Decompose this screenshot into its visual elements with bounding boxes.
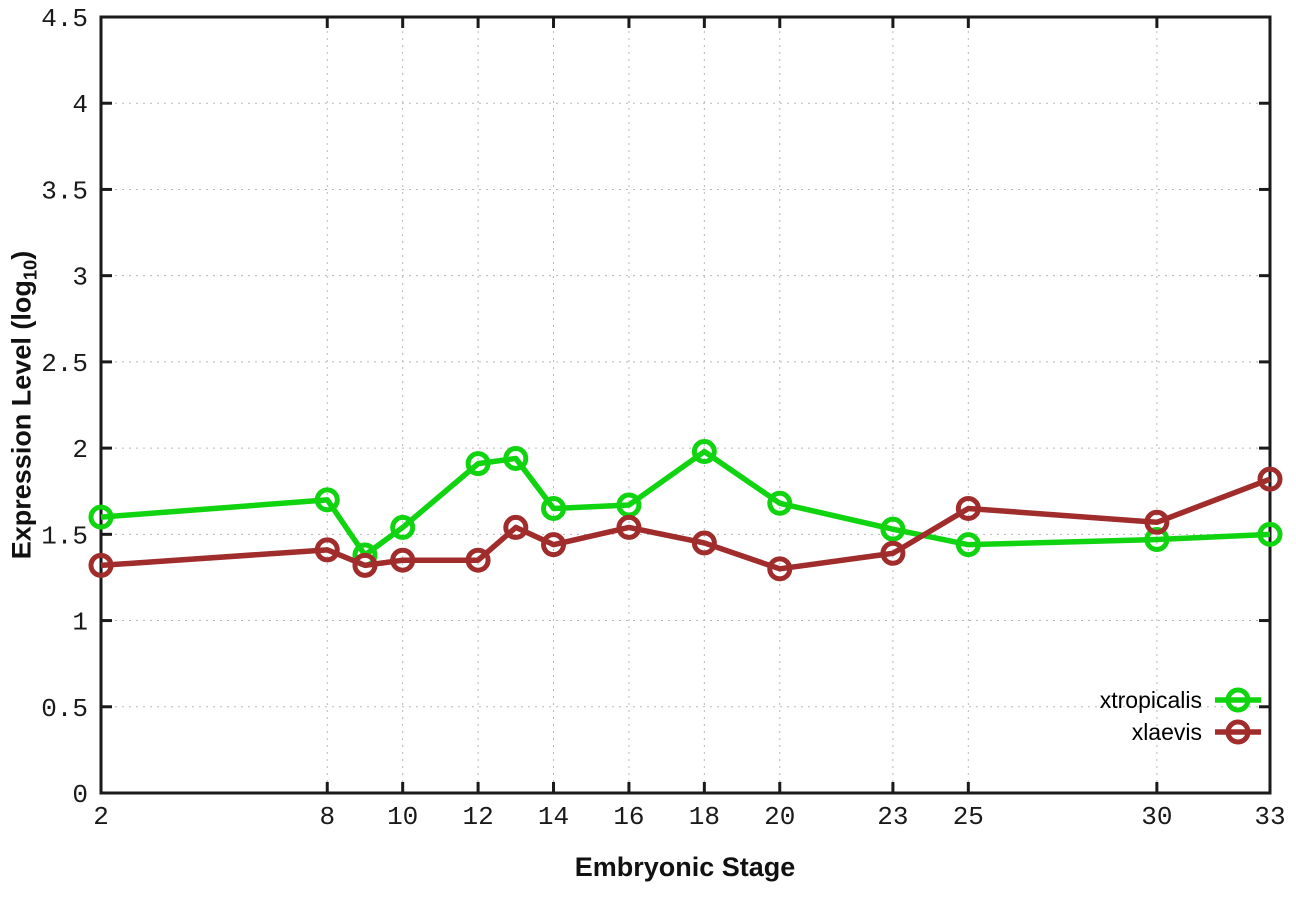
data-point-xlaevis [541,532,567,558]
legend: xtropicalis xlaevis [1100,686,1264,746]
x-tick-label: 16 [613,802,644,832]
data-point-xlaevis [352,552,378,578]
data-point-xlaevis [880,540,906,566]
legend-label-xtropicalis: xtropicalis [1099,687,1202,713]
data-point-xtropicalis [1144,527,1170,553]
data-point-xlaevis [1144,509,1170,535]
data-point-xlaevis [390,547,416,573]
data-point-xtropicalis [314,487,340,513]
y-axis-title-text: Expression Level (log [6,280,37,560]
x-tick-label: 10 [387,802,418,832]
x-axis-title: Embryonic Stage [574,852,796,882]
x-tick-label: 2 [93,802,109,832]
data-point-xlaevis [465,547,491,573]
data-point-xtropicalis [541,495,567,521]
legend-item-xtropicalis: xtropicalis [1100,686,1264,714]
data-point-xtropicalis [390,514,416,540]
y-tick-label: 0.5 [41,694,88,724]
y-tick-label: 1.5 [41,521,88,551]
xlaevis-marker-icon [1215,719,1261,745]
data-point-xtropicalis [1257,521,1283,547]
y-tick-label: 2.5 [41,349,88,379]
data-point-xtropicalis [88,504,114,530]
y-axis-title: Expression Level (log10) [6,251,41,560]
x-tick-label: 25 [953,802,984,832]
y-axis-title-subscript: 10 [19,259,41,281]
data-point-xlaevis [88,552,114,578]
x-tick-label: 18 [689,802,720,832]
x-tick-label: 14 [538,802,569,832]
y-tick-label: 0 [72,780,88,810]
data-point-xlaevis [616,514,642,540]
y-tick-label: 3 [72,263,88,293]
data-point-xtropicalis [503,445,529,471]
y-tick-label: 4 [72,90,88,120]
data-point-xtropicalis [955,532,981,558]
legend-item-xlaevis: xlaevis [1132,718,1264,746]
x-tick-label: 33 [1254,802,1285,832]
data-point-xlaevis [767,556,793,582]
data-point-xlaevis [691,530,717,556]
data-point-xtropicalis [767,490,793,516]
data-point-xlaevis [503,514,529,540]
y-tick-label: 1 [72,608,88,638]
x-tick-label: 8 [319,802,335,832]
y-tick-label: 3.5 [41,176,88,206]
x-tick-label: 20 [764,802,795,832]
y-tick-label: 4.5 [41,4,88,34]
data-point-xlaevis [314,537,340,563]
series-line-xlaevis [100,476,1271,572]
x-tick-label: 30 [1141,802,1172,832]
y-axis-title-close: ) [6,250,37,260]
data-point-xtropicalis [691,439,717,465]
x-tick-label: 23 [877,802,908,832]
legend-label-xlaevis: xlaevis [1131,719,1202,745]
data-point-xtropicalis [465,451,491,477]
data-point-xlaevis [955,495,981,521]
data-point-xlaevis [1257,466,1283,492]
y-tick-label: 2 [72,435,88,465]
x-tick-label: 12 [462,802,493,832]
xtropicalis-marker-icon [1215,687,1261,713]
data-point-xtropicalis [880,516,906,542]
plot-border [99,15,1272,795]
